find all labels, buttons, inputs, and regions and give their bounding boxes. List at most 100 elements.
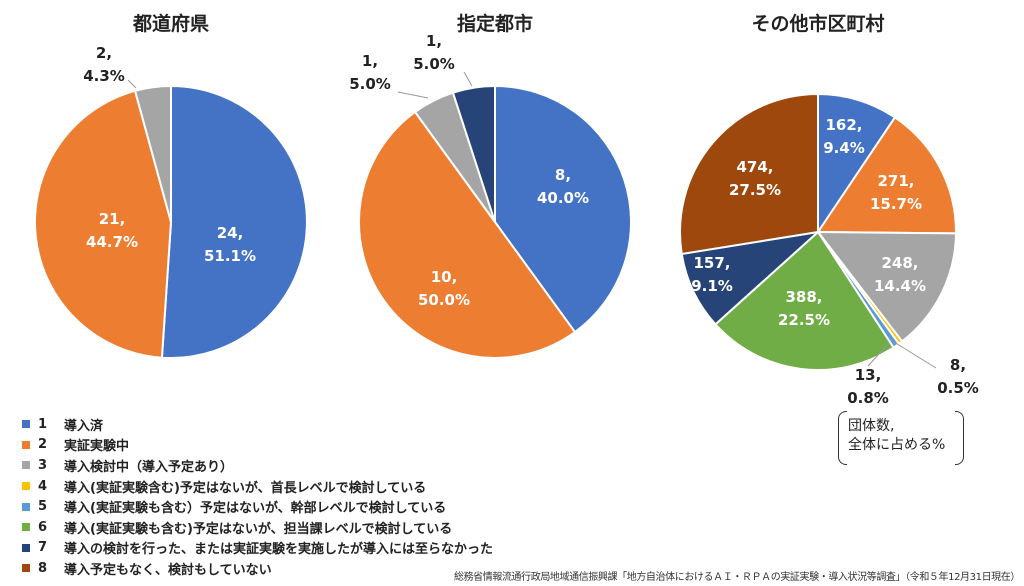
legend-number: 6 [38, 519, 48, 535]
legend-label: 導入(実証実験含む)予定はないが、首長レベルで検討している [64, 480, 427, 496]
slice-data-label: 8, 40.0% [537, 166, 589, 207]
pie-slice-7 [451, 84, 496, 223]
slice-data-label-line: 157, [693, 254, 730, 272]
slice-data-label-line: 9.1% [691, 277, 733, 295]
slice-data-label: 162, 9.4% [823, 116, 865, 157]
slice-data-label: 248, 14.4% [874, 254, 926, 295]
leader-line [893, 341, 937, 369]
pie-slice-2 [816, 116, 957, 235]
slice-data-label: 474, 27.5% [729, 158, 781, 199]
note-line: 団体数, [848, 418, 895, 434]
legend-swatch [22, 482, 30, 491]
pie-slice-2 [358, 110, 577, 359]
slice-data-label-line: 24, [217, 224, 244, 242]
legend-swatch [22, 564, 30, 573]
legend-item: 2 実証実験中 [22, 435, 582, 456]
legend-number: 5 [38, 499, 48, 515]
slice-data-label: 8, 0.5% [937, 356, 979, 397]
legend-label: 導入済 [64, 418, 104, 434]
pie-slice-3 [133, 84, 172, 223]
pie-slice-2 [34, 89, 173, 359]
legend-swatch [22, 440, 30, 449]
slice-data-label-line: 27.5% [729, 181, 781, 199]
legend-number: 2 [38, 437, 48, 453]
slice-data-label-line: 1, [362, 52, 378, 70]
slice-data-label: 388, 22.5% [778, 288, 830, 329]
pie-chart: 都道府県 24, 51.1% 21, 44.7% 2, 4.3% [34, 12, 308, 359]
slice-data-label: 21, 44.7% [86, 210, 138, 251]
leader-line [463, 71, 473, 87]
legend-label: 導入(実証実験も含む)予定はないが、担当課レベルで検討している [64, 521, 453, 537]
pie-chart: その他市区町村 162, 9.4% 271, 15.7% 248, 14.4% 8, 0.5% 1… [679, 12, 979, 407]
pie-slice-7 [680, 230, 822, 326]
legend-item: 1 導入済 [22, 414, 582, 435]
label-key-note: 団体数, 全体に占める% [838, 411, 964, 465]
legend-label: 実証実験中 [64, 439, 130, 455]
slice-data-label-line: 22.5% [778, 311, 830, 329]
legend-number: 1 [38, 416, 48, 432]
slice-data-label-line: 388, [785, 288, 822, 306]
slice-data-label: 2, 4.3% [83, 44, 125, 85]
slice-data-label: 1, 5.0% [349, 52, 391, 93]
slice-data-label-line: 1, [426, 32, 442, 50]
leader-line [127, 79, 137, 89]
pie-slice-1 [494, 84, 632, 334]
legend-item: 3 導入検討中（導入予定あり） [22, 455, 582, 476]
legend-swatch [22, 420, 30, 429]
legend-label: 導入(実証実験も含む）予定はないが、幹部レベルで検討している [64, 501, 447, 517]
legend-swatch [22, 543, 30, 552]
legend-swatch [22, 461, 30, 470]
slice-data-label-line: 2, [96, 44, 112, 62]
slice-data-label: 24, 51.1% [204, 224, 256, 265]
slice-data-label-line: 10, [431, 268, 458, 286]
note-bracket-right [955, 411, 964, 465]
slice-data-label-line: 162, [825, 116, 862, 134]
chart-title: 指定都市 [457, 12, 533, 35]
legend-item: 5 導入(実証実験も含む）予定はないが、幹部レベルで検討している [22, 496, 582, 517]
leader-line [397, 91, 429, 99]
slice-data-label-line: 40.0% [537, 189, 589, 207]
pie-slice-1 [160, 84, 308, 359]
legend-number: 7 [38, 540, 48, 556]
source-credit: 総務省情報流通行政局地域通信振興課「地方自治体におけるＡＩ・ＲＰＡの実証実験・導… [453, 572, 1020, 583]
slice-data-label-line: 5.0% [349, 75, 391, 93]
slice-data-label-line: 4.3% [83, 67, 125, 85]
slice-data-label: 10, 50.0% [418, 268, 470, 309]
slice-data-label-line: 15.7% [870, 195, 922, 213]
slice-data-label-line: 14.4% [874, 277, 926, 295]
slice-data-label: 271, 15.7% [870, 172, 922, 213]
leader-line [867, 343, 889, 367]
slice-data-label-line: 51.1% [204, 247, 256, 265]
legend-item: 4 導入(実証実験含む)予定はないが、首長レベルで検討している [22, 476, 582, 497]
legend-number: 8 [38, 560, 48, 576]
pie-slice-8 [679, 92, 819, 256]
slice-data-label: 1, 5.0% [413, 32, 455, 73]
slice-data-label-line: 5.0% [413, 55, 455, 73]
slice-data-label-line: 21, [99, 210, 126, 228]
slice-data-label-line: 0.8% [847, 389, 889, 407]
slice-data-label-line: 9.4% [823, 139, 865, 157]
slice-data-label-line: 13, [855, 366, 882, 384]
legend-label: 導入検討中（導入予定あり） [64, 459, 234, 475]
pie-slice-1 [817, 92, 897, 236]
legend-item: 7 導入の検討を行った、または実証実験を実施したが導入には至らなかった [22, 538, 582, 559]
pie-slice-3 [815, 230, 958, 343]
note-bracket-left [838, 411, 847, 465]
pie-chart: 指定都市 8, 40.0% 10, 50.0% 1, 5.0% 1, 5.0% [349, 12, 632, 359]
slice-data-label-line: 8, [950, 356, 966, 374]
slice-data-label-line: 474, [736, 158, 773, 176]
legend-number: 3 [38, 457, 48, 473]
legend-item: 6 導入(実証実験も含む)予定はないが、担当課レベルで検討している [22, 517, 582, 538]
slice-data-label: 13, 0.8% [847, 366, 889, 407]
slice-data-label-line: 50.0% [418, 291, 470, 309]
slice-data-label-line: 0.5% [937, 379, 979, 397]
legend-swatch [22, 523, 30, 532]
legend-number: 4 [38, 478, 48, 494]
chart-title: その他市区町村 [751, 12, 884, 35]
legend-item: 8 導入予定もなく、検討もしていない [22, 558, 582, 579]
slice-data-label-line: 271, [877, 172, 914, 190]
legend-label: 導入予定もなく、検討もしていない [64, 562, 272, 578]
slice-data-label-line: 248, [881, 254, 918, 272]
legend-swatch [22, 502, 30, 511]
